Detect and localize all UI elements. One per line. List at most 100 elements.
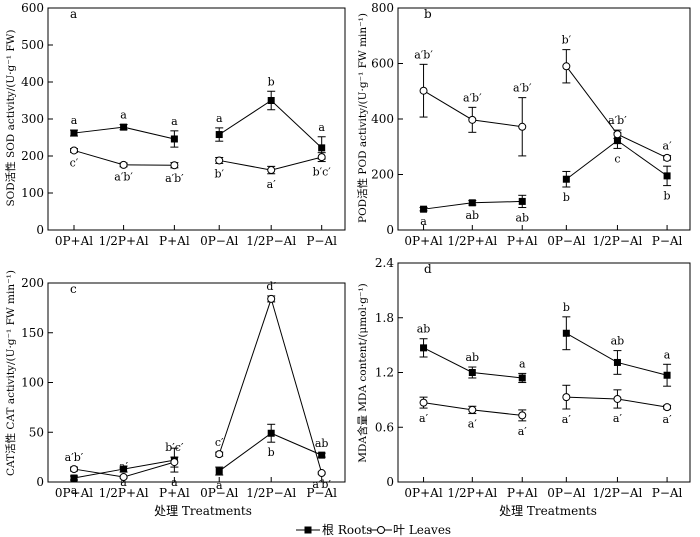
legend-leaves-marker — [377, 526, 385, 534]
panel-sod-leaves-sig-label: b′c′ — [313, 166, 332, 179]
panel-mda-roots-point — [663, 371, 671, 379]
panel-cat-leaves-point — [119, 473, 128, 482]
panel-cat-ylabel: CAT活性 CAT activity/(U·g⁻¹ FW min⁻¹) — [4, 270, 17, 476]
panel-cat-leaves-point — [215, 450, 224, 459]
panel-pod-roots-sig-label: c — [614, 152, 620, 165]
panel-mda-roots-point — [420, 344, 428, 352]
panel-sod-roots-sig-label: a — [171, 115, 178, 128]
panel-cat-ytick-label: 150 — [21, 326, 44, 340]
panel-mda: MDA含量 MDA content/(μmol·g⁻¹) 处理 Treatmen… — [356, 256, 691, 518]
panel-pod-leaves-sig-label: a′ — [663, 140, 673, 153]
panel-cat-leaves-point — [170, 458, 179, 467]
panel-cat-leaves-sig-label: a′b′ — [65, 451, 84, 464]
panel-pod-leaves-sig-label: a′b′ — [608, 114, 627, 127]
legend-roots-marker — [304, 526, 312, 534]
panel-pod-leaves-sig-label: a′b′ — [414, 48, 433, 61]
panel-sod-xtick-label: 0P+Al — [55, 234, 93, 248]
panel-mda-roots-point — [468, 369, 476, 376]
panel-sod-xtick-label: 1/2P−Al — [246, 234, 296, 248]
panel-sod-leaves-sig-label: c′ — [70, 156, 79, 169]
panel-mda-leaves-point — [518, 411, 527, 420]
panel-mda-xtick-label: 1/2P+Al — [447, 486, 497, 500]
panel-cat-ytick-label: 100 — [21, 376, 44, 390]
panel-sod-leaves-point — [170, 161, 179, 170]
panel-pod-ytick-label: 800 — [371, 1, 394, 15]
panel-pod-xtick-label: 0P+Al — [404, 234, 442, 248]
panel-sod-ytick-label: 300 — [21, 112, 44, 126]
panel-cat-leaves-sig-label: c′ — [215, 436, 224, 449]
panel-pod-xtick-label: 1/2P+Al — [447, 234, 497, 248]
panel-mda-ytick-label: 1.2 — [375, 366, 394, 380]
panel-sod-roots-sig-label: a — [120, 109, 127, 122]
panel-pod-roots-point — [613, 137, 621, 145]
legend-roots-label: 根 Roots — [322, 523, 372, 537]
panel-mda-ytick-label: 2.4 — [375, 256, 394, 270]
panel-mda-roots-sig-label: ab — [611, 335, 625, 348]
panel-cat-roots-sig-label: a — [171, 476, 178, 489]
panel-mda-xlabel: 处理 Treatments — [499, 504, 597, 518]
panel-cat-xtick-label: 0P−Al — [200, 486, 238, 500]
panel-cat-roots-sig-label: b — [268, 446, 275, 459]
panel-cat-xtick-label: 0P+Al — [55, 486, 93, 500]
panel-cat-ytick-label: 0 — [36, 475, 44, 489]
panel-pod-roots-point — [663, 172, 671, 180]
panel-pod-ytick-label: 600 — [371, 57, 394, 71]
panel-pod-leaves-point — [518, 122, 527, 131]
panel-sod-roots-sig-label: a — [71, 114, 78, 127]
panel-sod-xtick-label: P−Al — [306, 234, 337, 248]
panel-sod-ytick-label: 200 — [21, 149, 44, 163]
panel-cat: CAT活性 CAT activity/(U·g⁻¹ FW min⁻¹) 处理 T… — [4, 270, 346, 518]
panel-pod-leaves-sig-label: a′b′ — [513, 82, 532, 95]
panel-mda-ylabel: MDA含量 MDA content/(μmol·g⁻¹) — [356, 283, 369, 463]
panel-pod-roots-sig-label: b — [563, 191, 570, 204]
panel-mda-xtick-label: 0P−Al — [547, 486, 585, 500]
panel-mda-ytick-label: 1.8 — [375, 311, 394, 325]
panel-pod-roots-point — [420, 205, 428, 213]
panel-pod-ylabel: POD活性 POD activity/(U·g⁻¹ FW min⁻¹) — [356, 13, 369, 223]
panel-mda-leaves-sig-label: a′ — [518, 425, 528, 438]
panel-cat-leaves-sig-label: a′b′ — [312, 478, 331, 491]
panel-cat-roots-point — [267, 429, 275, 437]
panel-sod-roots-point — [170, 135, 178, 143]
panel-mda-leaves-sig-label: a′ — [419, 412, 429, 425]
panel-cat-roots-point — [70, 474, 78, 482]
panel-pod-ytick-label: 0 — [386, 223, 394, 237]
panel-cat-xtick-label: P+Al — [159, 486, 190, 500]
panel-sod-leaves-point — [267, 166, 276, 175]
panel-pod-leaves-point — [663, 153, 672, 162]
panel-sod-ytick-label: 400 — [21, 75, 44, 89]
panel-pod-roots-sig-label: ab — [466, 209, 480, 222]
panel-mda-ytick-label: 0.6 — [375, 420, 394, 434]
panel-pod-roots-sig-label: ab — [515, 212, 529, 225]
panel-cat-leaves-point — [317, 469, 326, 478]
panel-sod-xtick-label: 1/2P+Al — [99, 234, 149, 248]
panel-sod-ytick-label: 100 — [21, 186, 44, 200]
panel-sod-leaves-sig-label: a′b′ — [165, 172, 184, 185]
panel-mda-roots-sig-label: b — [563, 301, 570, 314]
panel-cat-leaves-point — [267, 294, 276, 303]
panel-mda-leaves-point — [613, 394, 622, 403]
panel-pod-ytick-label: 200 — [371, 168, 394, 182]
panel-sod-roots-point — [70, 129, 78, 137]
panel-mda-leaves-sig-label: a′ — [663, 413, 673, 426]
panel-mda-roots-sig-label: ab — [417, 323, 431, 336]
panel-pod-roots-sig-label: b — [664, 190, 671, 203]
panel-mda-roots-sig-label: ab — [466, 351, 480, 364]
panel-cat-roots-point — [120, 465, 128, 473]
panel-cat-leaves-sig-label: a′ — [119, 460, 129, 473]
panel-cat-xtick-label: 1/2P−Al — [246, 486, 296, 500]
panel-mda-xtick-label: P−Al — [652, 486, 683, 500]
panel-sod-xtick-label: P+Al — [159, 234, 190, 248]
panel-sod-leaves-sig-label: b′ — [214, 167, 224, 180]
panel-cat-label: c — [70, 282, 77, 296]
panel-cat-xtick-label: P−Al — [306, 486, 337, 500]
panel-cat-xlabel: 处理 Treatments — [154, 504, 252, 518]
panel-mda-xtick-label: 0P+Al — [404, 486, 442, 500]
panel-sod-ytick-label: 0 — [36, 223, 44, 237]
panel-pod-leaves-point — [562, 62, 571, 71]
panel-cat-roots-sig-label: a — [71, 484, 78, 497]
panel-mda-roots-sig-label: a — [664, 348, 671, 361]
panel-mda-leaves-point — [468, 405, 477, 414]
panel-pod-xtick-label: P+Al — [507, 234, 538, 248]
panel-sod-leaves-point — [69, 146, 78, 155]
